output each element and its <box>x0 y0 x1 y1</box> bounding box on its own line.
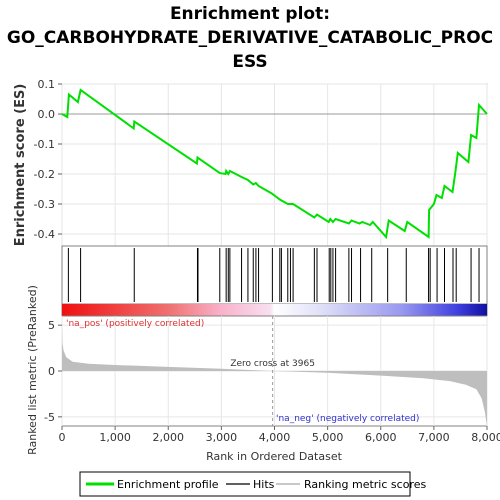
positive-label: 'na_pos' (positively correlated) <box>66 319 204 329</box>
es-y-axis: 0.1 0.0 -0.1 -0.2 -0.3 -0.4 <box>34 78 62 241</box>
legend: Enrichment profile Hits Ranking metric s… <box>79 471 426 497</box>
metric-y-axis: 5 0 -5 <box>44 319 62 424</box>
legend-metric-label: Ranking metric scores <box>304 478 426 491</box>
es-grid <box>61 83 488 246</box>
es-y-axis-label: Enrichment score (ES) <box>13 84 28 247</box>
rank-color-bar <box>61 303 488 317</box>
hits-panel-frame <box>61 245 488 305</box>
rank-bar-gradient <box>62 304 487 316</box>
metric-y-axis-label: Ranked list metric (PreRanked) <box>26 285 39 455</box>
metric-x-axis: 0 1,000 2,000 3,000 4,000 5,000 6,000 7,000 8,00… <box>59 426 500 444</box>
metric-x-tick-label: 3,000 <box>206 431 238 444</box>
es-y-tick-label: 0.1 <box>38 78 56 91</box>
metric-x-tick-label: 8,000 <box>471 431 500 444</box>
title-line-3: ESS <box>232 52 268 72</box>
es-panel: 0.1 0.0 -0.1 -0.2 -0.3 -0.4 Enrichment score … <box>13 78 488 247</box>
es-y-tick-label: -0.2 <box>34 168 55 181</box>
metric-x-tick-label: 7,000 <box>418 431 450 444</box>
metric-x-tick-label: 1,000 <box>99 431 131 444</box>
metric-x-tick-label: 0 <box>59 431 66 444</box>
hit-markers <box>67 248 480 302</box>
es-y-tick-label: -0.4 <box>34 228 55 241</box>
legend-hits-label: Hits <box>253 478 275 491</box>
hits-panel <box>61 245 488 305</box>
ranking-metric-area <box>62 325 487 426</box>
title-line-1: Enrichment plot: <box>169 4 331 24</box>
enrichment-profile-line <box>61 88 488 240</box>
es-y-tick-label: -0.3 <box>34 198 55 211</box>
es-y-tick-label: -0.1 <box>34 138 55 151</box>
metric-y-tick-label: 5 <box>48 319 55 332</box>
legend-enrichment-label: Enrichment profile <box>117 478 219 491</box>
metric-x-tick-label: 4,000 <box>259 431 291 444</box>
title-line-2: GO_CARBOHYDRATE_DERIVATIVE_CATABOLIC_PRO… <box>6 28 494 48</box>
es-y-tick-label: 0.0 <box>38 108 56 121</box>
metric-y-tick-label: 0 <box>48 365 55 378</box>
metric-x-axis-label: Rank in Ordered Dataset <box>206 450 343 463</box>
negative-label: 'na_neg' (negatively correlated) <box>276 414 419 424</box>
metric-x-tick-label: 2,000 <box>153 431 185 444</box>
zero-cross-label: Zero cross at 3965 <box>230 359 315 369</box>
metric-x-tick-label: 5,000 <box>312 431 344 444</box>
metric-panel: Zero cross at 3965 'na_pos' (positively … <box>26 285 500 463</box>
metric-x-tick-label: 6,000 <box>365 431 397 444</box>
metric-y-tick-label: -5 <box>44 411 55 424</box>
chart-title: Enrichment plot: GO_CARBOHYDRATE_DERIVAT… <box>0 2 500 74</box>
